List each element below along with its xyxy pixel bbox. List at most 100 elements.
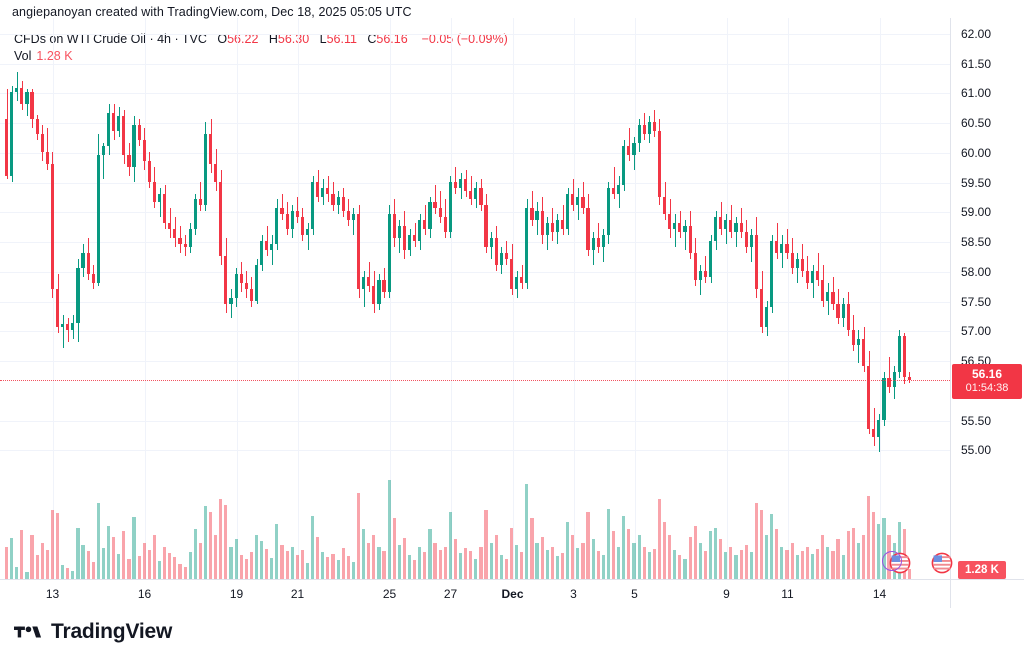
candle-body: [423, 220, 427, 230]
volume-bar: [10, 538, 14, 579]
volume-bar: [785, 550, 789, 579]
legend-interval[interactable]: 4h: [157, 32, 172, 46]
candle-body: [555, 220, 560, 233]
candle-body: [754, 235, 758, 289]
volume-bar: [392, 518, 396, 579]
current-price-line: [0, 380, 950, 382]
grid-line-horizontal: [0, 182, 950, 184]
candle-body: [71, 323, 75, 331]
candle-body: [285, 214, 289, 230]
legend-volume-label[interactable]: Vol: [14, 49, 32, 63]
volume-bar: [239, 555, 243, 579]
candle-body: [856, 339, 860, 346]
legend-close-label: C: [367, 32, 377, 46]
volume-value-badge[interactable]: 1.28 K: [958, 561, 1006, 579]
candle-body: [311, 181, 315, 230]
volume-bar: [759, 510, 764, 579]
volume-bar: [45, 550, 49, 579]
volume-bar: [872, 512, 876, 579]
grid-line-horizontal: [0, 211, 950, 213]
candle-body: [351, 214, 355, 221]
candle-body: [443, 217, 447, 233]
volume-bar: [678, 555, 682, 579]
candle-body: [173, 229, 177, 239]
candle-body: [872, 428, 876, 438]
volume-bar: [173, 557, 177, 579]
candle-wick: [705, 256, 706, 283]
economic-event-flag-icon[interactable]: [931, 552, 953, 574]
time-axis[interactable]: 131619212527Dec35911141719: [0, 579, 978, 608]
candle-body: [35, 119, 39, 135]
candle-body: [229, 297, 233, 304]
candle-body: [504, 253, 509, 259]
candle-body: [198, 199, 202, 206]
volume-bar: [882, 518, 886, 579]
grid-line-horizontal: [0, 271, 950, 273]
legend-close-value: 56.16: [376, 32, 408, 46]
candle-body: [566, 193, 570, 230]
volume-bar: [377, 546, 381, 579]
volume-bar: [372, 535, 376, 579]
volume-bar: [484, 510, 488, 579]
candle-wick: [231, 288, 232, 319]
volume-bar: [504, 558, 509, 579]
candle-wick: [455, 166, 456, 194]
candle-body: [703, 270, 707, 277]
current-price-badge[interactable]: 56.16 01:54:38: [952, 364, 1022, 400]
candle-wick: [17, 71, 18, 102]
candle-body: [346, 211, 350, 221]
candle-wick: [170, 208, 171, 239]
price-axis-tick: 62.00: [961, 26, 992, 41]
time-axis-tick: 19: [229, 587, 244, 601]
candle-body: [265, 241, 269, 251]
volume-bar: [520, 552, 524, 579]
chart-plot-area[interactable]: [0, 18, 950, 579]
volume-bar: [683, 558, 687, 579]
candle-body: [10, 92, 14, 176]
candle-body: [816, 270, 820, 280]
candle-body: [790, 253, 794, 268]
candle-body: [66, 324, 70, 331]
legend-symbol[interactable]: CFDs on WTI Crude Oil: [14, 32, 146, 46]
candle-body: [30, 92, 34, 120]
volume-bar: [270, 557, 274, 579]
candle-body: [356, 214, 361, 289]
candle-body: [831, 291, 835, 304]
price-axis[interactable]: 62.00 61.50 61.00 60.50 60.00 59.50 59.00 58.50…: [950, 18, 1024, 579]
volume-bar: [101, 547, 106, 579]
candle-body: [96, 154, 100, 283]
volume-bar: [668, 535, 672, 579]
candle-body: [305, 229, 310, 236]
candle-body: [673, 223, 677, 230]
legend-open-label: O: [217, 32, 228, 46]
volume-bar: [617, 546, 621, 579]
volume-bar: [402, 538, 406, 579]
volume-bar: [591, 538, 595, 579]
volume-bar: [50, 510, 55, 579]
candle-body: [851, 330, 855, 346]
volume-bar: [489, 542, 493, 579]
candle-body: [540, 211, 544, 236]
tradingview-mark-icon: [14, 626, 42, 638]
volume-bar: [515, 544, 519, 579]
candle-wick: [874, 407, 875, 447]
volume-bar: [545, 550, 549, 579]
candle-body: [163, 193, 167, 224]
candle-body: [152, 181, 157, 203]
candle-body: [775, 241, 779, 254]
volume-bar: [168, 553, 172, 579]
grid-line-horizontal: [0, 420, 950, 422]
volume-bar: [509, 527, 514, 579]
candle-body: [520, 276, 524, 283]
volume-bar: [673, 550, 677, 579]
candle-body: [86, 253, 90, 274]
candle-body: [418, 220, 422, 242]
volume-bar: [122, 531, 126, 579]
grid-line-horizontal: [0, 330, 950, 332]
volume-bar: [805, 546, 809, 579]
volume-bar: [647, 552, 651, 579]
volume-bar: [714, 527, 718, 579]
candle-wick: [68, 318, 69, 343]
grid-line-vertical: [389, 18, 391, 579]
volume-bar: [198, 542, 202, 579]
